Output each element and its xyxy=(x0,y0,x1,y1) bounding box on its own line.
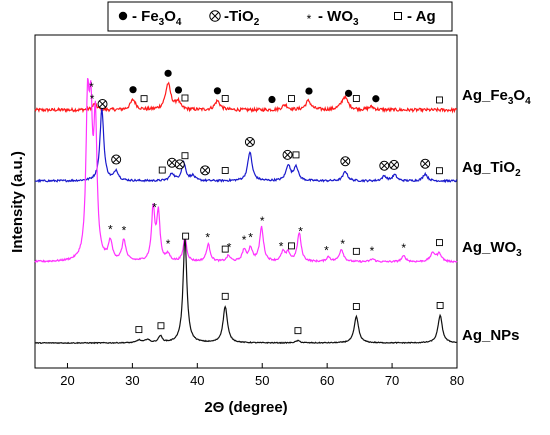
legend-ag-icon xyxy=(394,12,402,20)
marker-Ag_Fe3O4-1-fe3o4 xyxy=(164,69,172,77)
marker-Ag_TiO2-7-tio2 xyxy=(340,156,351,167)
marker-Ag_Fe3O4-11-ag xyxy=(221,95,229,102)
series-label-Ag_WO3: Ag_WO3 xyxy=(462,239,522,259)
marker-Ag_WO3-5-wo3: * xyxy=(205,230,210,244)
marker-Ag_Fe3O4-9-ag xyxy=(140,95,148,103)
marker-Ag_WO3-17-ag xyxy=(287,242,295,250)
marker-layer: *** *** *** ***** ** * xyxy=(89,69,444,335)
marker-Ag_TiO2-12-ag xyxy=(181,152,189,160)
x-axis: 20 30 40 50 60 70 80 xyxy=(60,363,464,388)
marker-Ag_TiO2-4-tio2 xyxy=(200,165,211,176)
marker-Ag_WO3-19-ag xyxy=(436,239,443,247)
marker-Ag_Fe3O4-4-fe3o4 xyxy=(268,95,276,104)
series-label-layer: Ag_Fe3O4 Ag_TiO2 Ag_WO3 Ag_NPs xyxy=(462,87,531,344)
marker-Ag_NPs-2-ag xyxy=(182,232,190,240)
legend-wo3-icon: * xyxy=(307,12,312,26)
legend-entry-2: * - WO3 xyxy=(307,8,359,28)
legend-label-0: - Fe3O4 xyxy=(132,8,182,28)
legend-tio2-icon xyxy=(209,10,221,22)
x-axis-title: 2Θ (degree) xyxy=(204,399,287,416)
marker-Ag_Fe3O4-10-ag xyxy=(181,94,189,102)
x-tick-label-60: 60 xyxy=(320,373,334,388)
marker-Ag_Fe3O4-6-fe3o4 xyxy=(344,89,353,97)
marker-Ag_WO3-18-ag xyxy=(352,247,360,255)
series-line-Ag_NPs xyxy=(34,238,457,345)
series-layer xyxy=(34,78,458,345)
legend-entry-0: - Fe3O4 xyxy=(118,8,182,28)
marker-Ag_TiO2-8-tio2 xyxy=(379,160,390,171)
series-line-Ag_TiO2 xyxy=(35,107,458,184)
plot-frame xyxy=(34,34,458,369)
x-tick-label-20: 20 xyxy=(60,373,74,388)
marker-Ag_WO3-9-wo3: * xyxy=(260,214,265,228)
marker-Ag_WO3-12-wo3: * xyxy=(324,243,329,257)
marker-Ag_TiO2-6-tio2 xyxy=(282,149,293,160)
marker-Ag_WO3-13-wo3: * xyxy=(340,237,345,251)
marker-Ag_TiO2-10-tio2 xyxy=(420,158,431,169)
legend-fe3o4-icon xyxy=(118,11,128,21)
series-label-Ag_Fe3O4: Ag_Fe3O4 xyxy=(462,87,531,107)
marker-Ag_WO3-16-ag xyxy=(221,245,229,253)
marker-Ag_NPs-1-ag xyxy=(157,322,165,330)
marker-Ag_NPs-4-ag xyxy=(294,327,302,335)
marker-Ag_WO3-11-wo3: * xyxy=(298,225,303,239)
marker-Ag_Fe3O4-12-ag xyxy=(287,95,295,103)
marker-Ag_TiO2-1-tio2 xyxy=(111,154,122,165)
marker-Ag_WO3-14-wo3: * xyxy=(370,244,375,258)
marker-Ag_WO3-2-wo3: * xyxy=(122,224,127,238)
marker-Ag_WO3-0-wo3: * xyxy=(89,80,94,94)
marker-Ag_Fe3O4-0-fe3o4 xyxy=(129,86,137,94)
marker-Ag_TiO2-5-tio2 xyxy=(244,137,255,148)
marker-Ag_TiO2-13-ag xyxy=(221,167,229,174)
marker-Ag_NPs-6-ag xyxy=(436,302,444,309)
marker-Ag_WO3-1-wo3: * xyxy=(108,223,113,237)
marker-Ag_TiO2-3-tio2 xyxy=(174,159,185,170)
marker-Ag_NPs-0-ag xyxy=(135,326,143,334)
series-line-Ag_Fe3O4 xyxy=(34,81,457,114)
x-tick-label-70: 70 xyxy=(385,373,399,388)
marker-Ag_WO3-8-wo3: * xyxy=(248,231,253,245)
marker-Ag_WO3-7-wo3: * xyxy=(242,233,247,247)
marker-Ag_Fe3O4-7-fe3o4 xyxy=(372,95,380,103)
marker-Ag_NPs-5-ag xyxy=(352,303,360,310)
legend-label-1: -TiO2 xyxy=(224,8,260,28)
marker-Ag_TiO2-15-ag xyxy=(436,167,443,175)
legend: - Fe3O4 -TiO2 * - WO3 - Ag xyxy=(107,1,453,32)
legend-entry-3: - Ag xyxy=(394,8,436,25)
marker-Ag_WO3-4-wo3: * xyxy=(166,237,171,251)
marker-Ag_Fe3O4-2-fe3o4 xyxy=(174,86,183,94)
legend-label-3: - Ag xyxy=(407,8,436,25)
marker-Ag_WO3-10-wo3: * xyxy=(279,240,284,254)
x-tick-label-40: 40 xyxy=(190,373,204,388)
marker-Ag_WO3-6-wo3: * xyxy=(227,241,232,255)
marker-Ag_TiO2-14-ag xyxy=(292,151,300,159)
marker-Ag_Fe3O4-3-fe3o4 xyxy=(213,87,222,95)
x-tick-label-30: 30 xyxy=(125,373,139,388)
x-tick-label-80: 80 xyxy=(450,373,464,388)
series-label-Ag_TiO2: Ag_TiO2 xyxy=(462,159,521,179)
series-line-Ag_WO3 xyxy=(34,78,458,264)
legend-entry-1: -TiO2 xyxy=(209,8,260,28)
legend-label-2: - WO3 xyxy=(318,8,359,28)
marker-Ag_WO3-15-wo3: * xyxy=(401,241,406,255)
marker-Ag_WO3-3-wo3: * xyxy=(152,200,157,214)
y-axis-title: Intensity (a.u.) xyxy=(9,151,26,253)
marker-Ag_Fe3O4-8-wo3: * xyxy=(90,92,95,106)
marker-Ag_TiO2-11-ag xyxy=(158,166,166,174)
marker-Ag_NPs-3-ag xyxy=(221,292,229,300)
marker-Ag_TiO2-9-tio2 xyxy=(389,159,400,170)
marker-Ag_Fe3O4-13-ag xyxy=(352,95,360,102)
marker-Ag_Fe3O4-14-ag xyxy=(436,96,443,104)
marker-Ag_Fe3O4-5-fe3o4 xyxy=(305,87,313,95)
x-tick-label-50: 50 xyxy=(255,373,269,388)
marker-Ag_TiO2-0-tio2 xyxy=(97,99,108,110)
series-label-Ag_NPs: Ag_NPs xyxy=(462,327,520,344)
